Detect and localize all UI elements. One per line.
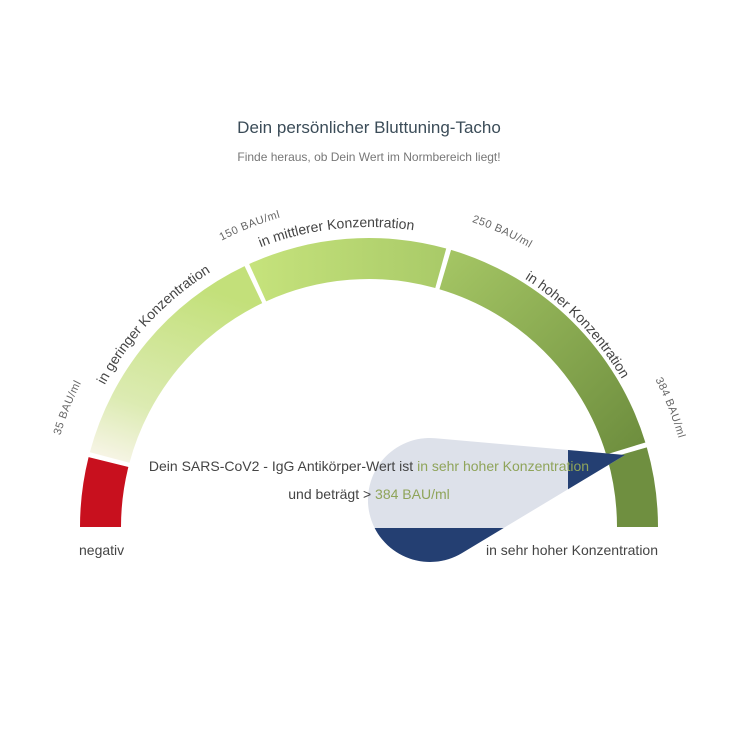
gauge-segment-4: [607, 447, 658, 527]
result-value: 384 BAU/ml: [375, 486, 450, 502]
threshold-35: 35 BAU/ml: [52, 378, 84, 436]
page-title: Dein persönlicher Bluttuning-Tacho: [237, 118, 501, 137]
label-very-high: in sehr hoher Konzentration: [486, 542, 658, 558]
label-negativ: negativ: [79, 542, 124, 558]
gauge-segment-0: [80, 457, 129, 527]
result-line-1: Dein SARS-CoV2 - IgG Antikörper-Wert ist…: [149, 458, 589, 474]
gauge-segment-3: [439, 249, 646, 455]
result-category: in sehr hoher Konzentration: [417, 458, 589, 474]
threshold-250: 250 BAU/ml: [471, 213, 535, 250]
gauge-segment-2: [249, 237, 447, 302]
gauge-segment-1: [89, 266, 263, 463]
threshold-384: 384 BAU/ml: [653, 375, 688, 439]
page-subtitle: Finde heraus, ob Dein Wert im Normbereic…: [237, 150, 501, 164]
result-line-2: und beträgt > 384 BAU/ml: [288, 486, 450, 502]
gauge-needle: [367, 437, 625, 562]
